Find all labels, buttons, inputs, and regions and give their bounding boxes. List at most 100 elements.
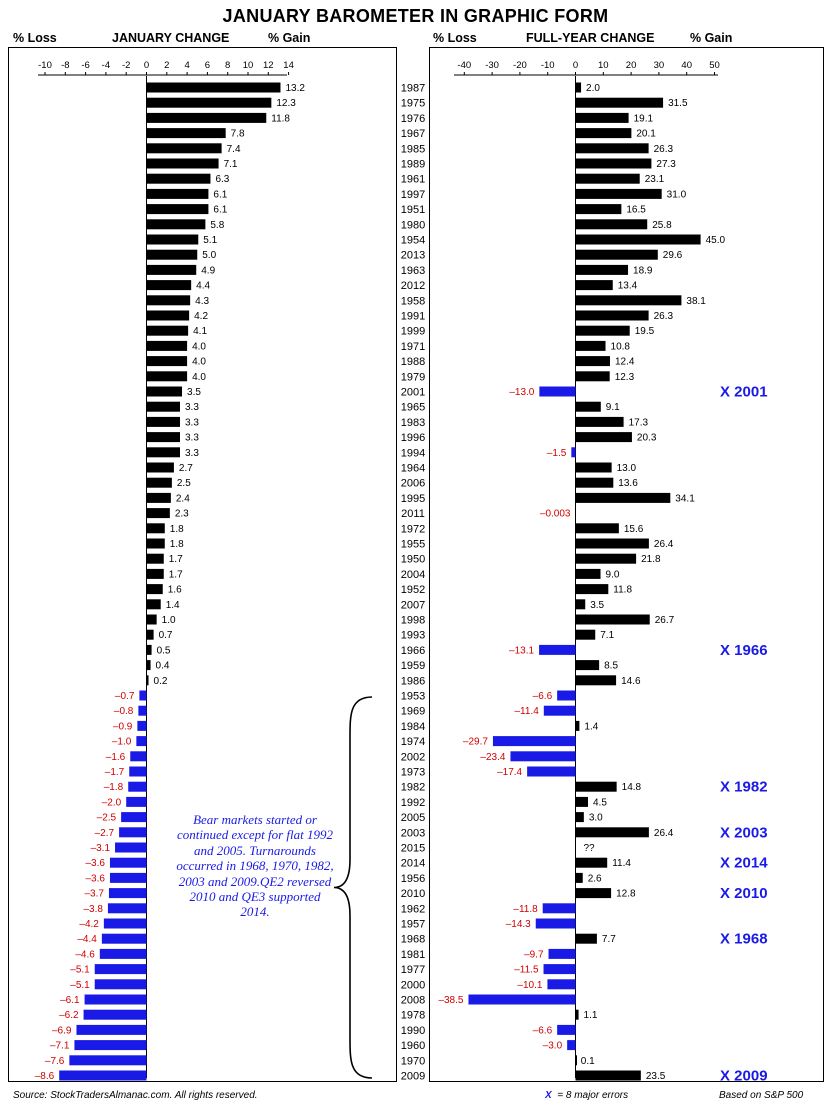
year-bar bbox=[575, 614, 650, 625]
year-bar bbox=[575, 143, 649, 154]
year-value-label: 29.6 bbox=[663, 250, 683, 261]
jan-bar bbox=[101, 933, 147, 944]
major-error-annotation: X 2001 bbox=[720, 384, 768, 401]
year-label: 2001 bbox=[401, 387, 425, 399]
year-bar bbox=[575, 796, 589, 807]
jan-bar bbox=[146, 432, 180, 443]
year-value-label: 10.8 bbox=[611, 341, 631, 352]
year-label: 1973 bbox=[401, 767, 425, 779]
year-bar bbox=[575, 462, 612, 473]
jan-bar bbox=[146, 325, 189, 336]
jan-value-label: –1.7 bbox=[105, 767, 125, 778]
jan-value-label: 3.5 bbox=[187, 387, 201, 398]
year-bar bbox=[557, 1024, 576, 1035]
year-bar bbox=[575, 477, 614, 488]
left-loss-header: % Loss bbox=[13, 31, 57, 45]
jan-bar bbox=[146, 97, 272, 108]
page-title: JANUARY BAROMETER IN GRAPHIC FORM bbox=[222, 6, 609, 26]
jan-bar bbox=[138, 705, 147, 716]
jan-value-label: 5.8 bbox=[210, 220, 224, 231]
year-label: 2000 bbox=[401, 979, 425, 991]
right-change-header: FULL-YEAR CHANGE bbox=[526, 31, 655, 45]
year-bar bbox=[575, 173, 640, 184]
year-bar bbox=[557, 690, 576, 701]
year-bar bbox=[575, 158, 652, 169]
year-value-label: 2.6 bbox=[588, 873, 602, 884]
year-bar bbox=[543, 705, 576, 716]
jan-bar bbox=[83, 1009, 147, 1020]
jan-value-label: –1.8 bbox=[104, 782, 124, 793]
year-label: 1967 bbox=[401, 128, 425, 140]
year-value-label: –13.0 bbox=[509, 387, 534, 398]
year-value-label: 11.4 bbox=[612, 858, 631, 869]
year-bar bbox=[575, 188, 662, 199]
jan-value-label: 1.6 bbox=[168, 585, 182, 596]
jan-value-label: 4.1 bbox=[193, 326, 207, 337]
jan-value-label: 7.1 bbox=[224, 159, 238, 170]
right-loss-header: % Loss bbox=[433, 31, 477, 45]
year-bar bbox=[575, 264, 629, 275]
jan-value-label: –2.5 bbox=[97, 813, 117, 824]
jan-tick-label: 6 bbox=[205, 60, 210, 71]
jan-value-label: 5.1 bbox=[203, 235, 217, 246]
year-value-label: 4.5 bbox=[593, 797, 607, 808]
year-label: 1960 bbox=[401, 1040, 425, 1052]
year-value-label: ?? bbox=[584, 843, 596, 854]
year-tick-label: 20 bbox=[626, 60, 637, 71]
year-label: 1982 bbox=[401, 782, 425, 794]
year-value-label: 26.7 bbox=[655, 615, 675, 626]
year-label: 1971 bbox=[401, 341, 425, 353]
year-bar bbox=[575, 599, 586, 610]
year-label: 1974 bbox=[401, 736, 425, 748]
jan-tick-label: 12 bbox=[263, 60, 274, 71]
year-bar bbox=[543, 964, 576, 975]
jan-bar bbox=[146, 264, 197, 275]
jan-bar bbox=[109, 857, 147, 868]
year-bar bbox=[571, 447, 576, 458]
footer-source: Source: StockTradersAlmanac.com. All rig… bbox=[13, 1090, 258, 1101]
year-label: 2009 bbox=[401, 1071, 425, 1083]
year-label: 1952 bbox=[401, 584, 425, 596]
year-value-label: 8.5 bbox=[604, 661, 618, 672]
jan-bar bbox=[146, 280, 192, 291]
year-label: 1995 bbox=[401, 493, 425, 505]
jan-value-label: –3.6 bbox=[85, 873, 105, 884]
year-value-label: 7.7 bbox=[602, 934, 616, 945]
year-label: 2007 bbox=[401, 599, 425, 611]
jan-value-label: 4.2 bbox=[194, 311, 208, 322]
year-value-label: –0.003 bbox=[540, 509, 571, 520]
year-value-label: 26.4 bbox=[654, 828, 674, 839]
year-bar bbox=[575, 492, 671, 503]
year-value-label: 20.1 bbox=[636, 129, 656, 140]
year-value-label: 15.6 bbox=[624, 524, 644, 535]
year-label: 1985 bbox=[401, 143, 425, 155]
jan-value-label: –2.0 bbox=[102, 797, 122, 808]
year-bar bbox=[575, 416, 624, 427]
jan-tick-label: -2 bbox=[122, 60, 130, 71]
year-label: 1975 bbox=[401, 98, 425, 110]
year-bar bbox=[575, 857, 608, 868]
year-bar bbox=[575, 584, 609, 595]
jan-value-label: 7.8 bbox=[231, 129, 245, 140]
jan-bar bbox=[59, 1070, 147, 1081]
year-value-label: 11.8 bbox=[613, 585, 632, 596]
jan-value-label: 3.3 bbox=[185, 433, 199, 444]
year-label: 2010 bbox=[401, 888, 425, 900]
jan-bar bbox=[146, 401, 180, 412]
year-value-label: 12.3 bbox=[615, 372, 635, 383]
year-tick-label: 40 bbox=[681, 60, 692, 71]
year-bar bbox=[575, 781, 617, 792]
jan-bar bbox=[129, 766, 147, 777]
jan-tick-label: -8 bbox=[61, 60, 69, 71]
year-label: 1962 bbox=[401, 903, 425, 915]
year-value-label: 31.0 bbox=[667, 189, 687, 200]
jan-value-label: –5.1 bbox=[70, 980, 90, 991]
year-bar bbox=[575, 310, 649, 321]
year-label: 1957 bbox=[401, 919, 425, 931]
year-bar bbox=[575, 872, 583, 883]
jan-tick-label: 8 bbox=[225, 60, 230, 71]
jan-bar bbox=[84, 994, 147, 1005]
jan-value-label: –4.4 bbox=[77, 934, 97, 945]
year-tick-label: 0 bbox=[573, 60, 578, 71]
major-error-annotation: X 2009 bbox=[720, 1068, 768, 1085]
